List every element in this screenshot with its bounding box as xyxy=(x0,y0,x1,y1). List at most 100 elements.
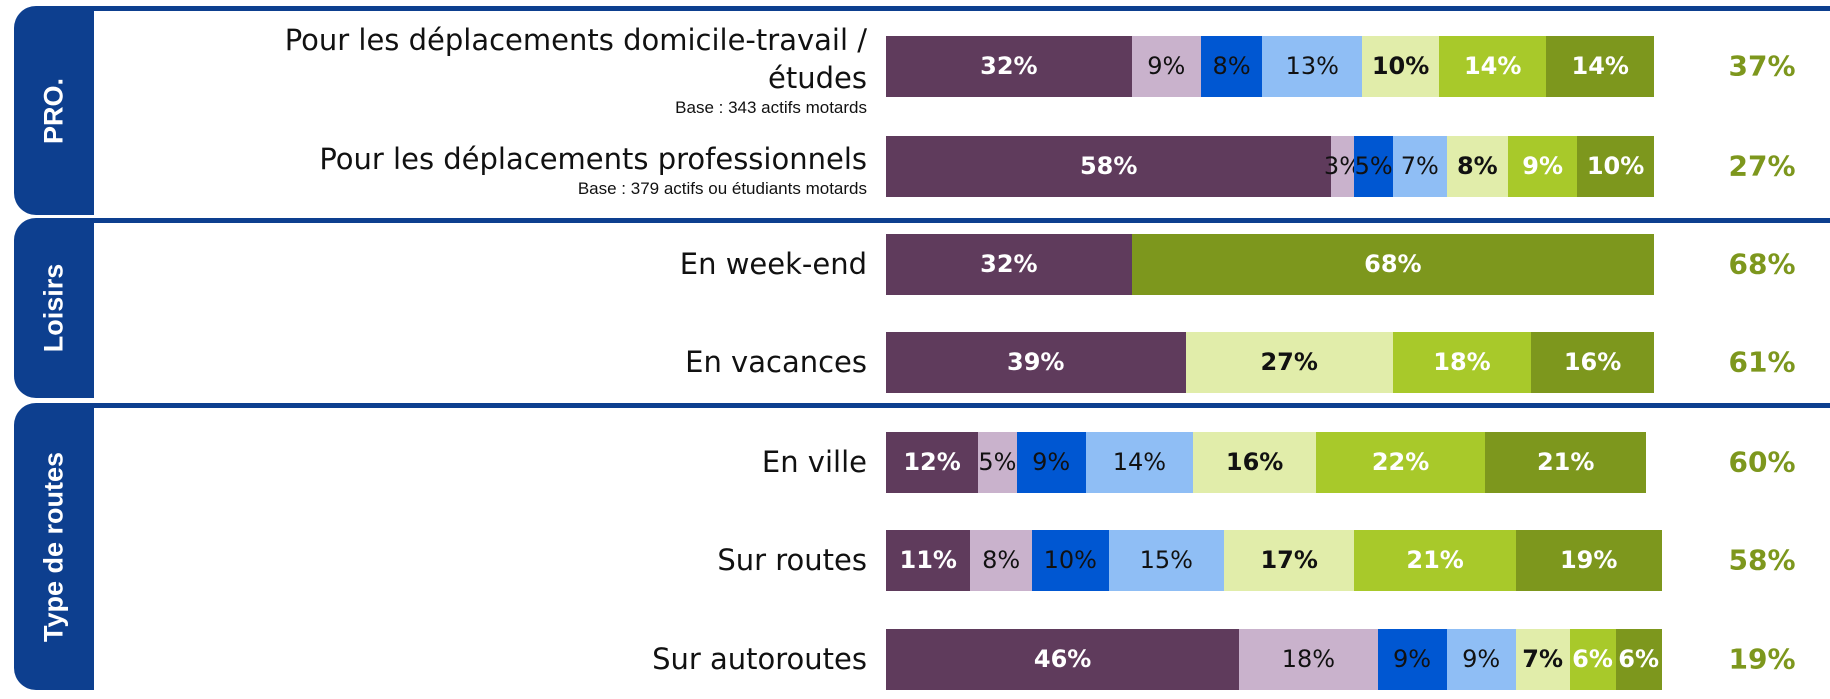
bar-segment: 39% xyxy=(886,331,1186,393)
group-separator xyxy=(90,6,1830,11)
total-label: 68% xyxy=(1728,247,1796,281)
data-label: 6% xyxy=(1618,645,1659,673)
data-label: 19% xyxy=(1559,546,1618,574)
bar-segment: 15% xyxy=(1108,529,1224,591)
data-label: 22% xyxy=(1371,448,1430,476)
row-label: En ville xyxy=(227,443,867,481)
data-label: 18% xyxy=(1281,645,1336,673)
bar-segment: 10% xyxy=(1577,135,1654,197)
category-label: En vacances xyxy=(685,345,867,379)
bar-segment: 46% xyxy=(886,628,1240,690)
group-tab xyxy=(14,6,94,215)
data-label: 8% xyxy=(1456,152,1498,180)
bar-segment: 8% xyxy=(1446,135,1509,197)
data-label: 68% xyxy=(1364,250,1422,278)
bar-segment: 10% xyxy=(1362,35,1439,97)
category-label: Sur autoroutes xyxy=(652,642,867,676)
row-label: Sur autoroutes xyxy=(227,640,867,678)
total-label: 37% xyxy=(1728,49,1796,83)
bar-segment: 5% xyxy=(978,431,1017,493)
row-label: En vacances xyxy=(227,343,867,381)
data-label: 46% xyxy=(1033,645,1092,673)
bar-segment: 32% xyxy=(886,35,1132,97)
bar-segment: 27% xyxy=(1185,331,1393,393)
data-label: 18% xyxy=(1433,348,1491,376)
data-label: 10% xyxy=(1586,152,1645,180)
data-label: 15% xyxy=(1139,546,1193,574)
bar-segment: 21% xyxy=(1354,529,1516,591)
bar-segment: 9% xyxy=(1131,35,1201,97)
row-label: Pour les déplacements domicile-travail /… xyxy=(227,21,867,119)
data-label: 5% xyxy=(1354,152,1393,180)
group-label: Type de routes xyxy=(38,451,69,642)
data-label: 16% xyxy=(1225,448,1284,476)
bar-segment: 19% xyxy=(1515,529,1662,591)
data-label: 6% xyxy=(1572,645,1613,673)
bar-segment: 32% xyxy=(886,233,1132,295)
bar-segment: 68% xyxy=(1131,233,1654,295)
bar-segment: 18% xyxy=(1392,331,1532,393)
data-label: 9% xyxy=(1462,645,1501,673)
bar-segment: 18% xyxy=(1239,628,1378,690)
total-label: 27% xyxy=(1728,149,1796,183)
data-label: 16% xyxy=(1563,348,1622,376)
group-tab xyxy=(14,218,94,398)
bar-segment: 22% xyxy=(1316,431,1486,493)
bar-segment: 9% xyxy=(1446,628,1516,690)
data-label: 32% xyxy=(980,250,1038,278)
data-label: 58% xyxy=(1079,152,1138,180)
bar-segment: 16% xyxy=(1193,431,1317,493)
base-note: Base : 343 actifs motards xyxy=(675,98,867,117)
data-label: 17% xyxy=(1260,546,1318,574)
data-label: 9% xyxy=(1147,52,1186,80)
bar-segment: 6% xyxy=(1569,628,1616,690)
group-tab xyxy=(14,403,94,690)
bar-segment: 17% xyxy=(1223,529,1355,591)
category-label: En ville xyxy=(761,445,867,479)
data-label: 14% xyxy=(1112,448,1167,476)
bar-segment: 13% xyxy=(1262,35,1363,97)
bar-segment: 10% xyxy=(1031,529,1109,591)
total-label: 58% xyxy=(1728,543,1796,577)
bar-segment: 11% xyxy=(886,529,971,591)
data-label: 9% xyxy=(1032,448,1071,476)
bar-segment: 58% xyxy=(886,135,1332,197)
data-label: 13% xyxy=(1285,52,1339,80)
data-label: 7% xyxy=(1400,152,1439,180)
data-label: 10% xyxy=(1371,52,1430,80)
data-label: 9% xyxy=(1522,152,1563,180)
category-label: Pour les déplacements domicile-travail /… xyxy=(284,23,867,95)
row-label: En week-end xyxy=(227,245,867,283)
data-label: 21% xyxy=(1406,546,1464,574)
data-label: 14% xyxy=(1463,52,1522,80)
data-label: 10% xyxy=(1043,546,1097,574)
group-label: Loisirs xyxy=(38,263,69,353)
data-label: 39% xyxy=(1007,348,1065,376)
category-label: En week-end xyxy=(679,247,867,281)
bar-segment: 7% xyxy=(1392,135,1447,197)
bar-segment: 21% xyxy=(1485,431,1647,493)
data-label: 14% xyxy=(1571,52,1629,80)
bar-segment: 14% xyxy=(1085,431,1194,493)
total-label: 61% xyxy=(1728,345,1796,379)
group-separator xyxy=(90,218,1830,223)
bar-segment: 9% xyxy=(1508,135,1578,197)
data-label: 21% xyxy=(1536,448,1595,476)
data-label: 5% xyxy=(978,448,1017,476)
group-separator xyxy=(90,403,1830,408)
category-label: Sur routes xyxy=(717,543,867,577)
bar-segment: 8% xyxy=(970,529,1032,591)
group-label: PRO. xyxy=(38,77,69,144)
bar-segment: 16% xyxy=(1531,331,1654,393)
data-label: 32% xyxy=(980,52,1038,80)
data-label: 27% xyxy=(1260,348,1318,376)
data-label: 9% xyxy=(1393,645,1432,673)
data-label: 7% xyxy=(1522,645,1563,673)
total-label: 60% xyxy=(1728,445,1796,479)
row-label: Sur routes xyxy=(227,541,867,579)
bar-segment: 3% xyxy=(1324,135,1362,197)
data-label: 12% xyxy=(903,448,961,476)
bar-segment: 14% xyxy=(1438,35,1547,97)
data-label: 8% xyxy=(1212,52,1251,80)
